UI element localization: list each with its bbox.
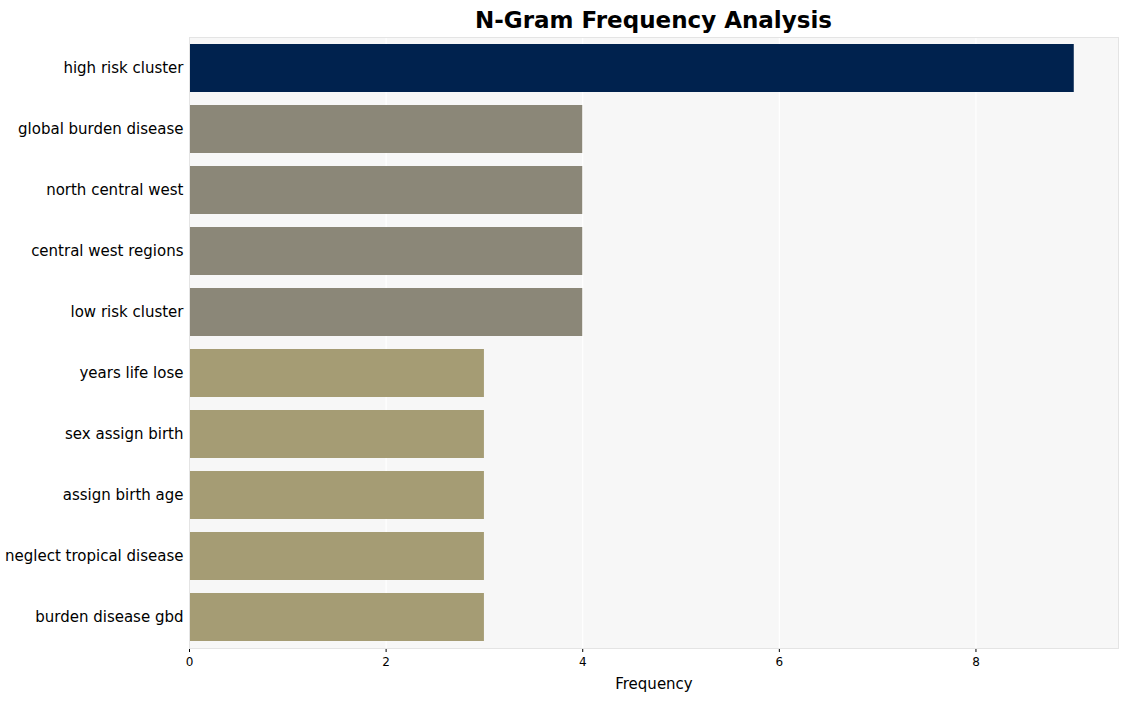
svg-text:high risk cluster: high risk cluster: [63, 59, 184, 77]
svg-text:Frequency: Frequency: [615, 675, 693, 693]
svg-text:assign birth age: assign birth age: [63, 486, 184, 504]
svg-text:years life lose: years life lose: [79, 364, 183, 382]
svg-text:2: 2: [382, 655, 390, 669]
svg-text:central west regions: central west regions: [31, 242, 184, 260]
svg-text:8: 8: [972, 655, 980, 669]
html-text:N-Gram Frequency Analysis: N-Gram Frequency Analysis: [475, 7, 832, 33]
svg-text:north central west: north central west: [46, 181, 183, 199]
svg-text:6: 6: [776, 655, 784, 669]
svg-text:burden disease gbd: burden disease gbd: [35, 608, 183, 626]
svg-text:4: 4: [579, 655, 587, 669]
svg-text:low risk cluster: low risk cluster: [71, 303, 185, 321]
svg-text:0: 0: [186, 655, 194, 669]
svg-text:sex assign birth: sex assign birth: [65, 425, 183, 443]
svg-text:global burden disease: global burden disease: [18, 120, 183, 138]
svg-text:neglect tropical disease: neglect tropical disease: [5, 547, 183, 565]
